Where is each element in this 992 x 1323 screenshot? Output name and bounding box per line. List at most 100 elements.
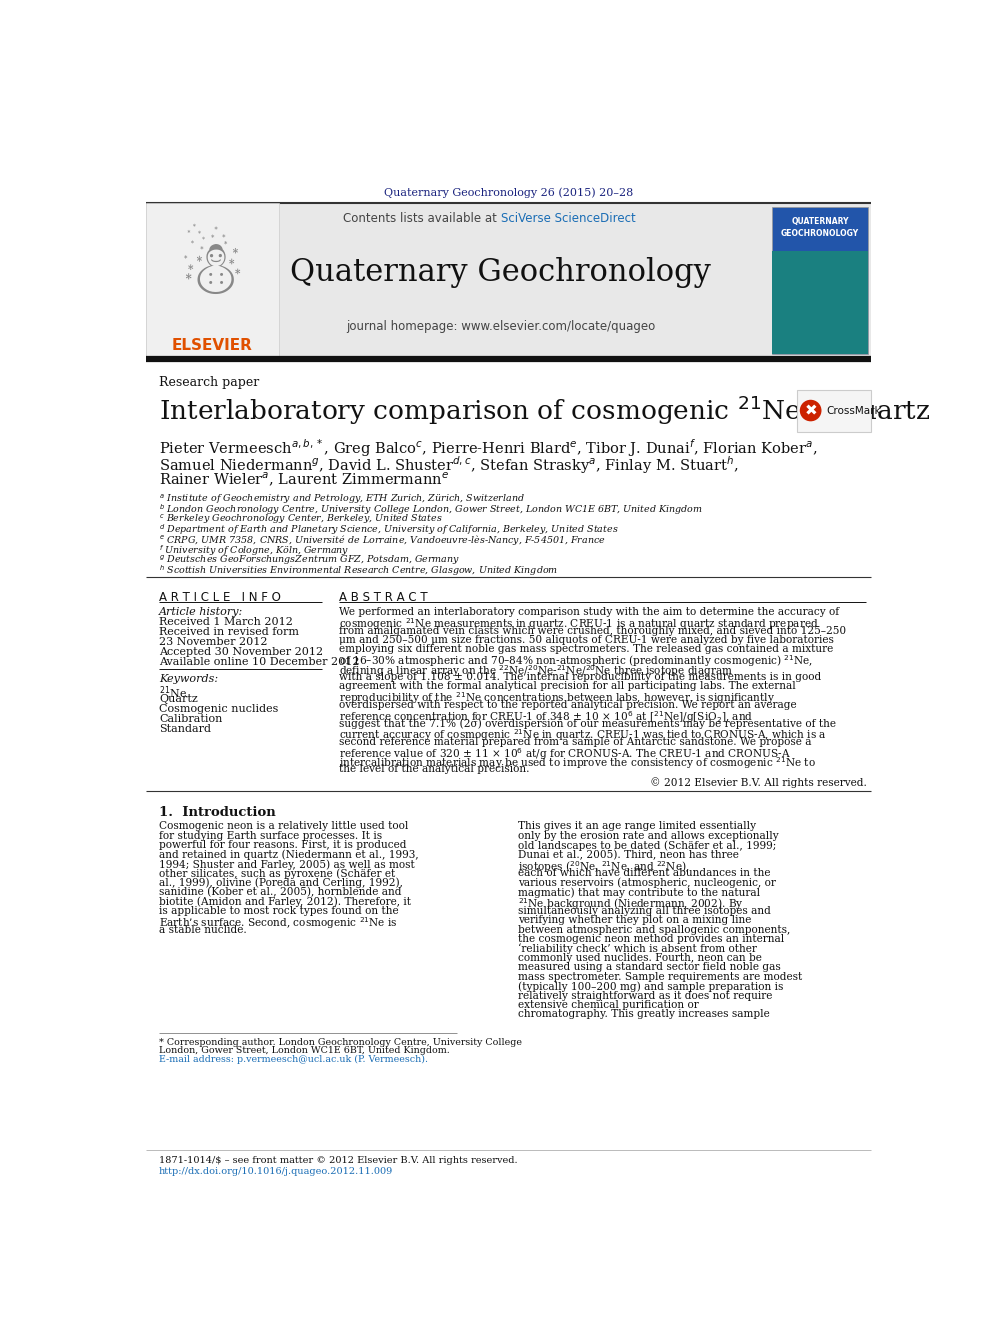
Text: Quaternary Geochronology 26 (2015) 20–28: Quaternary Geochronology 26 (2015) 20–28 bbox=[384, 188, 633, 198]
Text: $^{21}$Ne background (Niedermann, 2002). By: $^{21}$Ne background (Niedermann, 2002).… bbox=[518, 897, 743, 913]
Text: Samuel Niedermann$^{g}$, David L. Shuster$^{d,c}$, Stefan Strasky$^{a}$, Finlay : Samuel Niedermann$^{g}$, David L. Shuste… bbox=[159, 454, 739, 476]
Text: powerful for four reasons. First, it is produced: powerful for four reasons. First, it is … bbox=[159, 840, 407, 851]
Text: and retained in quartz (Niedermann et al., 1993,: and retained in quartz (Niedermann et al… bbox=[159, 849, 419, 860]
Text: isotopes ($^{20}$Ne, $^{21}$Ne, and $^{22}$Ne),: isotopes ($^{20}$Ne, $^{21}$Ne, and $^{2… bbox=[518, 859, 689, 875]
Text: mass spectrometer. Sample requirements are modest: mass spectrometer. Sample requirements a… bbox=[518, 971, 802, 982]
Text: commonly used nuclides. Fourth, neon can be: commonly used nuclides. Fourth, neon can… bbox=[518, 953, 762, 963]
Text: employing six different noble gas mass spectrometers. The released gas contained: employing six different noble gas mass s… bbox=[339, 644, 833, 655]
Text: each of which have different abundances in the: each of which have different abundances … bbox=[518, 868, 770, 878]
Text: $^{e}$ CRPG, UMR 7358, CNRS, Université de Lorraine, Vandoeuvre-lès-Nancy, F-545: $^{e}$ CRPG, UMR 7358, CNRS, Université … bbox=[159, 533, 605, 546]
Text: $^{21}$Ne: $^{21}$Ne bbox=[159, 684, 186, 701]
Text: reference value of 320 ± 11 × 10$^{6}$ at/g for CRONUS-A. The CREU-1 and CRONUS-: reference value of 320 ± 11 × 10$^{6}$ a… bbox=[339, 746, 792, 762]
Text: 1994; Shuster and Farley, 2005) as well as most: 1994; Shuster and Farley, 2005) as well … bbox=[159, 859, 415, 869]
Text: other silicates, such as pyroxene (Schäfer et: other silicates, such as pyroxene (Schäf… bbox=[159, 868, 395, 878]
Text: Earth’s surface. Second, cosmogenic $^{21}$Ne is: Earth’s surface. Second, cosmogenic $^{2… bbox=[159, 916, 398, 931]
Text: Available online 10 December 2012: Available online 10 December 2012 bbox=[159, 658, 359, 667]
Text: magmatic) that may contribute to the natural: magmatic) that may contribute to the nat… bbox=[518, 888, 760, 898]
Text: various reservoirs (atmospheric, nucleogenic, or: various reservoirs (atmospheric, nucleog… bbox=[518, 877, 776, 888]
Text: Dunai et al., 2005). Third, neon has three: Dunai et al., 2005). Third, neon has thr… bbox=[518, 849, 739, 860]
Text: ELSEVIER: ELSEVIER bbox=[172, 337, 253, 353]
Text: 1.  Introduction: 1. Introduction bbox=[159, 806, 276, 819]
Text: measured using a standard sector field noble gas: measured using a standard sector field n… bbox=[518, 962, 781, 972]
Text: Article history:: Article history: bbox=[159, 607, 243, 618]
Text: the cosmogenic neon method provides an internal: the cosmogenic neon method provides an i… bbox=[518, 934, 784, 945]
Text: $^{f}$ University of Cologne, Köln, Germany: $^{f}$ University of Cologne, Köln, Germ… bbox=[159, 542, 349, 557]
Bar bbox=[146, 204, 871, 357]
Text: agreement with the formal analytical precision for all participating labs. The e: agreement with the formal analytical pre… bbox=[339, 681, 797, 692]
Text: al., 1999), olivine (Poreda and Cerling, 1992),: al., 1999), olivine (Poreda and Cerling,… bbox=[159, 877, 403, 888]
Text: sanidine (Kober et al., 2005), hornblende and: sanidine (Kober et al., 2005), hornblend… bbox=[159, 888, 402, 897]
Text: only by the erosion rate and allows exceptionally: only by the erosion rate and allows exce… bbox=[518, 831, 779, 841]
Text: Keywords:: Keywords: bbox=[159, 675, 218, 684]
Text: * Corresponding author. London Geochronology Centre, University College: * Corresponding author. London Geochrono… bbox=[159, 1039, 522, 1046]
Text: Standard: Standard bbox=[159, 725, 211, 734]
Text: (typically 100–200 mg) and sample preparation is: (typically 100–200 mg) and sample prepar… bbox=[518, 982, 783, 992]
Text: of 16–30% atmospheric and 70–84% non-atmospheric (predominantly cosmogenic) $^{2: of 16–30% atmospheric and 70–84% non-atm… bbox=[339, 654, 813, 669]
Text: Quaternary Geochronology: Quaternary Geochronology bbox=[291, 257, 711, 288]
Text: 23 November 2012: 23 November 2012 bbox=[159, 638, 268, 647]
Text: current accuracy of cosmogenic $^{21}$Ne in quartz. CREU-1 was tied to CRONUS-A,: current accuracy of cosmogenic $^{21}$Ne… bbox=[339, 728, 827, 744]
Text: reproducibility of the $^{21}$Ne concentrations between labs, however, is signif: reproducibility of the $^{21}$Ne concent… bbox=[339, 691, 776, 706]
Text: CrossMark: CrossMark bbox=[826, 406, 881, 415]
Text: suggest that the 7.1% (2σ) overdispersion of our measurements may be representat: suggest that the 7.1% (2σ) overdispersio… bbox=[339, 718, 836, 729]
Text: ‘reliability check’ which is absent from other: ‘reliability check’ which is absent from… bbox=[518, 943, 757, 954]
Bar bbox=[797, 390, 871, 433]
Text: $^{h}$ Scottish Universities Environmental Research Centre, Glasgow, United King: $^{h}$ Scottish Universities Environment… bbox=[159, 564, 558, 578]
Text: Accepted 30 November 2012: Accepted 30 November 2012 bbox=[159, 647, 323, 658]
Bar bbox=[772, 251, 868, 355]
Text: $^{b}$ London Geochronology Centre, University College London, Gower Street, Lon: $^{b}$ London Geochronology Centre, Univ… bbox=[159, 503, 703, 517]
Text: Calibration: Calibration bbox=[159, 714, 222, 725]
Text: Rainer Wieler$^{a}$, Laurent Zimmermann$^{e}$: Rainer Wieler$^{a}$, Laurent Zimmermann$… bbox=[159, 471, 449, 490]
Text: ☃: ☃ bbox=[179, 235, 247, 310]
Text: old landscapes to be dated (Schäfer et al., 1999;: old landscapes to be dated (Schäfer et a… bbox=[518, 840, 776, 851]
Text: extensive chemical purification or: extensive chemical purification or bbox=[518, 1000, 698, 1009]
Text: the level of the analytical precision.: the level of the analytical precision. bbox=[339, 765, 530, 774]
Text: $^{a}$ Institute of Geochemistry and Petrology, ETH Zurich, Zürich, Switzerland: $^{a}$ Institute of Geochemistry and Pet… bbox=[159, 492, 525, 507]
Text: with a slope of 1.108 ± 0.014. The internal reproducibility of the measurements : with a slope of 1.108 ± 0.014. The inter… bbox=[339, 672, 821, 683]
Text: © 2012 Elsevier B.V. All rights reserved.: © 2012 Elsevier B.V. All rights reserved… bbox=[650, 778, 866, 789]
Text: from amalgamated vein clasts which were crushed, thoroughly mixed, and sieved in: from amalgamated vein clasts which were … bbox=[339, 626, 846, 636]
Text: relatively straightforward as it does not require: relatively straightforward as it does no… bbox=[518, 991, 772, 1000]
Text: cosmogenic $^{21}$Ne measurements in quartz. CREU-1 is a natural quartz standard: cosmogenic $^{21}$Ne measurements in qua… bbox=[339, 617, 819, 632]
Text: is applicable to most rock types found on the: is applicable to most rock types found o… bbox=[159, 906, 399, 916]
Text: $^{g}$ Deutsches GeoForschungsZentrum GFZ, Potsdam, Germany: $^{g}$ Deutsches GeoForschungsZentrum GF… bbox=[159, 553, 460, 568]
Text: biotite (Amidon and Farley, 2012). Therefore, it: biotite (Amidon and Farley, 2012). There… bbox=[159, 897, 411, 908]
Text: $^{c}$ Berkeley Geochronology Center, Berkeley, United States: $^{c}$ Berkeley Geochronology Center, Be… bbox=[159, 512, 442, 527]
Text: SciVerse ScienceDirect: SciVerse ScienceDirect bbox=[501, 212, 636, 225]
Bar bbox=[146, 204, 279, 357]
Text: μm and 250–500 μm size fractions. 50 aliquots of CREU-1 were analyzed by five la: μm and 250–500 μm size fractions. 50 ali… bbox=[339, 635, 834, 646]
Text: intercalibration materials may be used to improve the consistency of cosmogenic : intercalibration materials may be used t… bbox=[339, 755, 816, 771]
Circle shape bbox=[800, 400, 821, 421]
Text: Quartz: Quartz bbox=[159, 695, 197, 704]
Text: London, Gower Street, London WC1E 6BT, United Kingdom.: London, Gower Street, London WC1E 6BT, U… bbox=[159, 1046, 449, 1056]
Text: verifying whether they plot on a mixing line: verifying whether they plot on a mixing … bbox=[518, 916, 751, 925]
Text: defining a linear array on the $^{22}$Ne/$^{20}$Ne-$^{21}$Ne/$^{20}$Ne three iso: defining a linear array on the $^{22}$Ne… bbox=[339, 663, 733, 679]
Text: second reference material prepared from a sample of Antarctic sandstone. We prop: second reference material prepared from … bbox=[339, 737, 811, 746]
Text: simultaneously analyzing all three isotopes and: simultaneously analyzing all three isoto… bbox=[518, 906, 771, 916]
Text: a stable nuclide.: a stable nuclide. bbox=[159, 925, 247, 935]
Text: Received in revised form: Received in revised form bbox=[159, 627, 299, 638]
Text: chromatography. This greatly increases sample: chromatography. This greatly increases s… bbox=[518, 1009, 770, 1019]
Text: journal homepage: www.elsevier.com/locate/quageo: journal homepage: www.elsevier.com/locat… bbox=[346, 320, 656, 333]
Text: Cosmogenic neon is a relatively little used tool: Cosmogenic neon is a relatively little u… bbox=[159, 822, 409, 831]
Text: reference concentration for CREU-1 of 348 ± 10 × 10$^{6}$ at [$^{21}$Ne]/g[SiO$_: reference concentration for CREU-1 of 34… bbox=[339, 709, 754, 725]
Bar bbox=[772, 206, 868, 355]
Text: This gives it an age range limited essentially: This gives it an age range limited essen… bbox=[518, 822, 756, 831]
Text: We performed an interlaboratory comparison study with the aim to determine the a: We performed an interlaboratory comparis… bbox=[339, 607, 839, 618]
Text: 1871-1014/$ – see front matter © 2012 Elsevier B.V. All rights reserved.: 1871-1014/$ – see front matter © 2012 El… bbox=[159, 1156, 518, 1166]
Text: A B S T R A C T: A B S T R A C T bbox=[339, 591, 429, 605]
Text: Pieter Vermeesch$^{a,b,*}$, Greg Balco$^{c}$, Pierre-Henri Blard$^{e}$, Tibor J.: Pieter Vermeesch$^{a,b,*}$, Greg Balco$^… bbox=[159, 438, 817, 459]
Text: $^{d}$ Department of Earth and Planetary Science, University of California, Berk: $^{d}$ Department of Earth and Planetary… bbox=[159, 523, 618, 537]
Text: Contents lists available at: Contents lists available at bbox=[343, 212, 501, 225]
Text: QUATERNARY
GEOCHRONOLOGY: QUATERNARY GEOCHRONOLOGY bbox=[781, 217, 859, 238]
Text: between atmospheric and spallogenic components,: between atmospheric and spallogenic comp… bbox=[518, 925, 790, 935]
Text: Cosmogenic nuclides: Cosmogenic nuclides bbox=[159, 704, 278, 714]
Text: overdispersed with respect to the reported analytical precision. We report an av: overdispersed with respect to the report… bbox=[339, 700, 798, 709]
Text: for studying Earth surface processes. It is: for studying Earth surface processes. It… bbox=[159, 831, 382, 841]
Text: Received 1 March 2012: Received 1 March 2012 bbox=[159, 618, 293, 627]
Text: Interlaboratory comparison of cosmogenic $^{21}$Ne in quartz: Interlaboratory comparison of cosmogenic… bbox=[159, 394, 930, 427]
Text: Research paper: Research paper bbox=[159, 376, 259, 389]
Text: E-mail address: p.vermeesch@ucl.ac.uk (P. Vermeesch).: E-mail address: p.vermeesch@ucl.ac.uk (P… bbox=[159, 1054, 428, 1064]
Text: A R T I C L E   I N F O: A R T I C L E I N F O bbox=[159, 591, 281, 605]
Text: http://dx.doi.org/10.1016/j.quageo.2012.11.009: http://dx.doi.org/10.1016/j.quageo.2012.… bbox=[159, 1167, 393, 1176]
